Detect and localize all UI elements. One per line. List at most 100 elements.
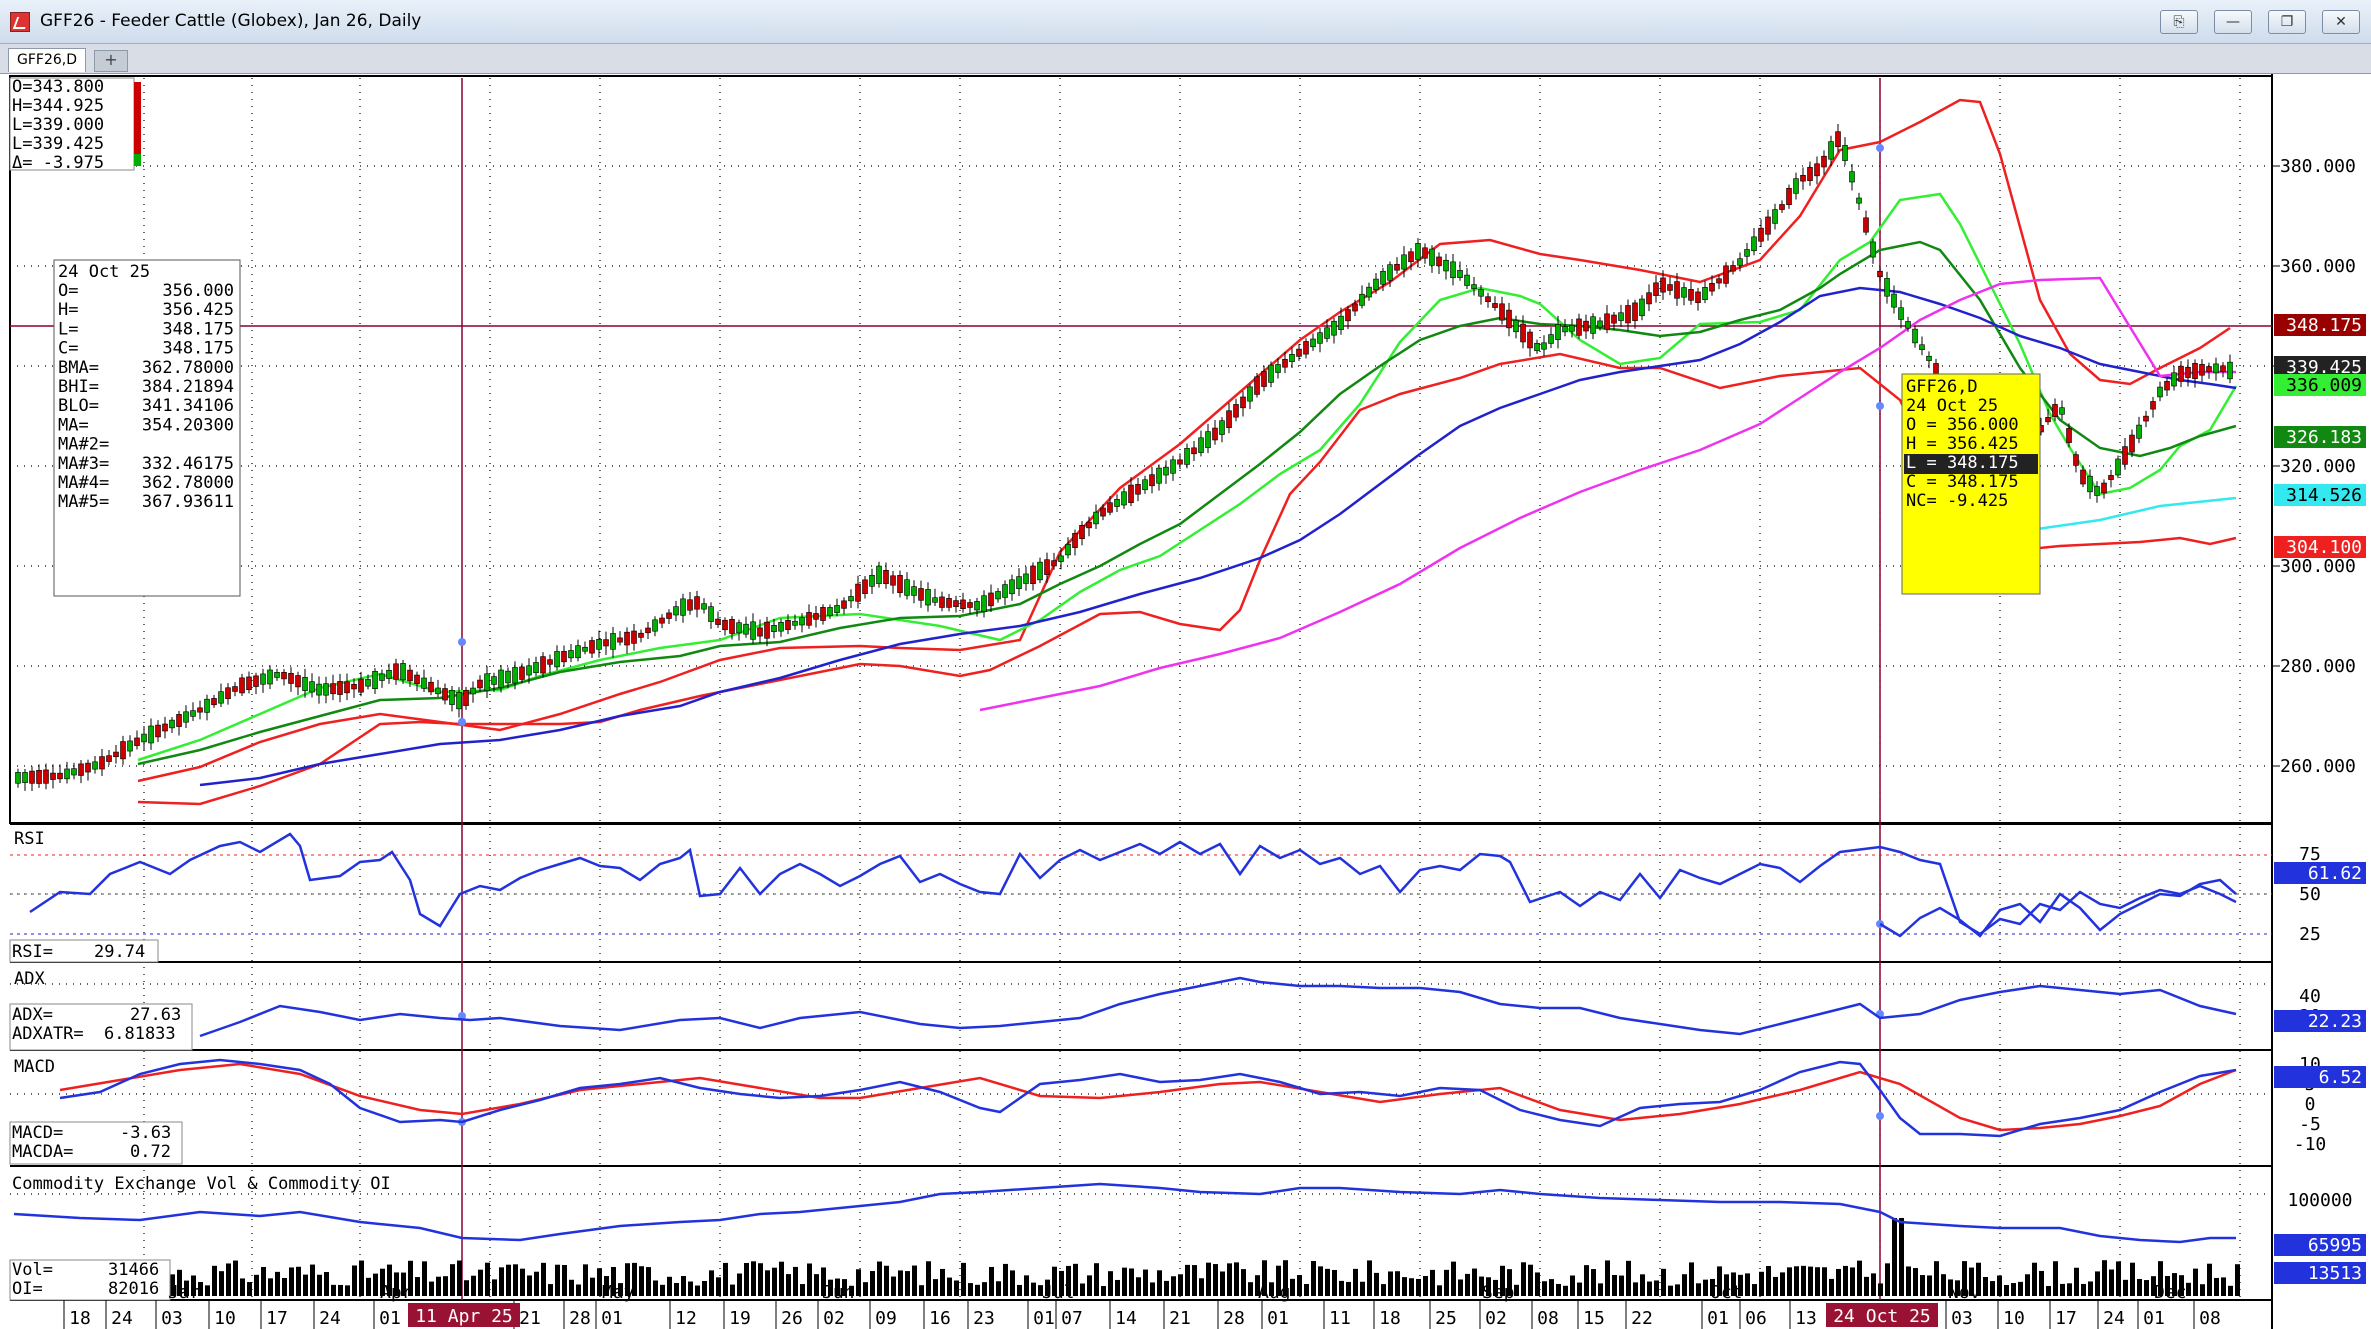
ma-magenta-line [979,276,2236,712]
candle-body [1527,331,1533,349]
volume-bar [835,1278,840,1296]
macd-badge: 6.52 [2319,1067,2362,1088]
price-badge-bg [2274,356,2366,378]
volume-bar [1626,1260,1631,1296]
candle-body [1198,437,1204,453]
candle-body [680,598,686,616]
volume-bar [1206,1262,1211,1296]
volume-bar [1381,1284,1386,1296]
close-button[interactable]: ✕ [2322,10,2360,34]
candle-body [1744,249,1750,257]
candle-body [1275,364,1281,373]
tooltip-line: 24 Oct 25 [1906,396,1998,416]
volume-bar [1591,1269,1596,1296]
volume-bar [1913,1268,1918,1296]
candle-body [442,688,448,701]
time-day-label: 03 [161,1308,183,1329]
time-day-label: 01 [1707,1308,1729,1329]
add-tab-button[interactable]: + [94,50,128,72]
candle-body [1079,525,1085,539]
candle-body [2052,404,2058,417]
ohlc-low: L=339.000 [12,115,104,135]
volume-bar [1136,1277,1141,1296]
data-window-value: 356.000 [162,281,234,301]
volume-bar [842,1279,847,1296]
volume-bar [198,1282,203,1296]
pin-button[interactable]: ⎘ [2160,10,2198,34]
data-window-value: 348.175 [162,339,234,359]
candle-body [1191,447,1197,455]
candle-body [1618,312,1624,321]
time-day-label: 01 [2143,1308,2165,1329]
title-bar[interactable]: GFF26 - Feeder Cattle (Globex), Jan 26, … [0,0,2371,44]
adx-line [199,976,2237,1038]
volume-bar [2221,1277,2226,1296]
candle-body [1345,309,1351,322]
volume-bar [1066,1265,1071,1296]
candle-body [1709,282,1715,292]
volume-bar [1220,1271,1225,1296]
candle-body [1786,188,1792,205]
volume-bar [254,1274,259,1296]
time-day-label: 25 [1435,1308,1457,1329]
tab-gff26-daily[interactable]: GFF26,D [8,48,86,72]
candle-body [2122,446,2128,465]
volume-bar [1458,1279,1463,1296]
candle-body [631,630,637,644]
volume-bar [1276,1265,1281,1296]
candle-body [1142,479,1148,491]
volume-bar [856,1269,861,1296]
time-day-label: 08 [1537,1308,1559,1329]
candle-body [1408,251,1414,263]
candle-body [932,597,938,603]
volume-bar [2088,1281,2093,1296]
volume-bar [2137,1278,2142,1296]
candle-body [127,740,133,752]
candle-body [470,687,476,695]
volume-bar [695,1285,700,1296]
data-window-label: MA#2= [58,435,109,455]
candle-body [2073,454,2079,466]
candle-body [211,698,217,706]
volume-bar [1493,1279,1498,1296]
candle-body [540,656,546,674]
candle-body [2059,407,2065,415]
volume-bar [737,1273,742,1296]
candle-body [1828,141,1834,160]
volume-bar [1507,1269,1512,1296]
candle-body [750,621,756,640]
candle-body [1583,320,1589,332]
candle-body [1359,293,1365,306]
volume-bar [1241,1269,1246,1296]
adxatr-label: ADXATR= [12,1024,84,1044]
restore-button[interactable]: ❐ [2268,10,2306,34]
rsi-tick-label: 75 [2299,844,2321,865]
cursor-marker-macd [1876,1112,1884,1120]
volume-bar [2214,1277,2219,1296]
volume-bar [1178,1274,1183,1296]
adxatr-value: 6.81833 [104,1024,176,1044]
volume-bar [1598,1283,1603,1296]
volume-bar [1444,1269,1449,1296]
volume-bar [1738,1274,1743,1296]
volume-bar [1675,1284,1680,1296]
candle-body [1443,259,1449,272]
candle-body [1814,163,1820,177]
candle-body [2157,386,2163,398]
sub-panel-axes[interactable]: 75502561.62402022.231050-5-106.521000006… [2274,844,2366,1284]
candle-body [1058,555,1064,562]
minimize-button[interactable]: — [2214,10,2252,34]
time-axis[interactable]: 18 24 03 10 17 24 01 21 28 01 12 19 26 02 09 16 23 01 07 14… [63,1282,2221,1329]
volume-title: Commodity Exchange Vol & Commodity OI [12,1174,391,1194]
volume-bar [1759,1271,1764,1296]
volume-bar [408,1260,413,1296]
tooltip-line: NC= -9.425 [1906,491,2008,511]
candle-body [708,606,714,622]
volume-bar [219,1271,224,1296]
adx-title: ADX [14,969,45,989]
price-axis[interactable]: 380.000360.000340.000320.000300.000280.0… [2272,156,2366,777]
candle-body [1856,197,1862,204]
volume-bar [345,1285,350,1296]
chart-canvas[interactable]: O=343.800 H=344.925 L=339.000 L=339.425 … [0,74,2371,1329]
volume-bar [2172,1273,2177,1296]
